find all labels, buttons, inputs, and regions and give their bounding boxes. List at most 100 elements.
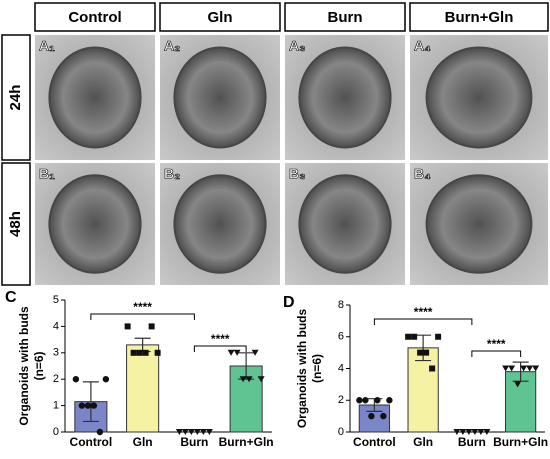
data-point [130,349,137,356]
data-point [471,429,479,435]
significance-label: **** [133,300,152,314]
panel-label: B₃ [289,166,306,182]
column-header-box [159,2,281,32]
x-tick-label: Gln [133,435,153,449]
row-header-box [1,162,31,286]
data-point [477,429,485,435]
data-point [459,429,467,435]
data-point [72,376,80,383]
data-point [429,365,436,372]
data-point [96,428,104,436]
data-point [380,412,387,420]
column-header: Gln [208,9,233,26]
data-point [239,376,247,383]
bar [126,344,160,433]
data-point [435,333,442,340]
data-point [233,349,241,356]
y-tick-label: 0 [53,426,59,438]
significance-bracket [193,345,247,352]
significance-bracket [373,318,473,325]
data-point [142,349,149,356]
panel-label: A₂ [164,38,180,54]
organoid [425,46,533,149]
data-point [423,349,430,356]
y-axis-label: Organoids with buds [17,306,31,426]
data-point [411,333,418,340]
y-tick-label: 8 [338,299,344,311]
y-axis-label: Organoids with buds [295,309,309,429]
y-axis-label-note: (n=6) [310,354,324,383]
data-point [124,323,131,330]
y-tick-label: 6 [338,331,344,343]
column-header-box [284,2,406,32]
organoid [48,174,142,274]
panel-label: B₂ [164,166,180,182]
data-point [136,349,143,356]
data-point [526,365,534,372]
y-tick-label: 2 [53,373,59,385]
data-point [417,349,424,356]
organoid [425,174,533,274]
panel-label: A₄ [414,38,431,54]
data-point [502,365,510,372]
panel-letter: D [283,294,295,311]
error-bar [238,352,255,380]
significance-bracket [471,350,522,357]
data-point [90,402,98,409]
organoid [298,174,392,274]
x-tick-label: Burn+Gln [493,435,548,449]
y-tick-label: 2 [338,394,344,406]
significance-bracket [90,313,195,320]
data-point [368,412,375,420]
y-tick-label: 0 [338,426,344,438]
row-header: 48h [7,211,24,237]
error-bar [415,334,432,362]
data-point [520,365,528,372]
data-point [181,429,189,435]
column-header: Burn+Gln [445,9,514,26]
x-tick-label: Gln [413,435,433,449]
data-point [148,323,155,330]
image-grid: Control Gln Burn Burn+Gln 24h A₁ A₂ A₃ A₄ 48h B₁ B₂… [1,2,549,286]
y-tick-label: 1 [53,400,59,412]
data-point [245,376,253,383]
row-header: 24h [7,85,24,111]
row-header-box [1,34,31,161]
data-point [465,429,473,435]
data-point [84,402,92,409]
organoid [298,46,392,149]
data-point [453,429,461,435]
panel-letter: C [5,289,17,306]
data-point [514,381,522,388]
x-tick-label: Control [353,435,396,449]
data-point [386,397,393,404]
panel-label: A₁ [39,38,55,54]
y-tick-label: 5 [53,294,59,306]
error-bar [82,381,99,423]
significance-label: **** [414,305,433,319]
y-tick-label: 4 [53,320,59,332]
data-point [532,365,540,372]
data-point [102,376,110,383]
data-point [356,397,363,404]
data-point [193,429,201,435]
y-axis-label-note: (n=6) [32,351,46,380]
column-header: Burn [328,9,363,26]
data-point [199,429,207,435]
y-tick-label: 4 [338,362,344,374]
data-point [362,397,369,404]
panel-label: B₄ [414,166,431,182]
data-point [154,349,161,356]
column-header-box [409,2,549,32]
y-tick-label: 3 [53,347,59,359]
organoid [48,46,142,149]
significance-label: **** [211,332,230,346]
column-header-box [34,2,156,32]
significance-label: **** [487,337,506,351]
data-point [257,376,265,383]
data-point [374,397,381,404]
data-point [227,349,235,356]
data-point [205,429,213,435]
